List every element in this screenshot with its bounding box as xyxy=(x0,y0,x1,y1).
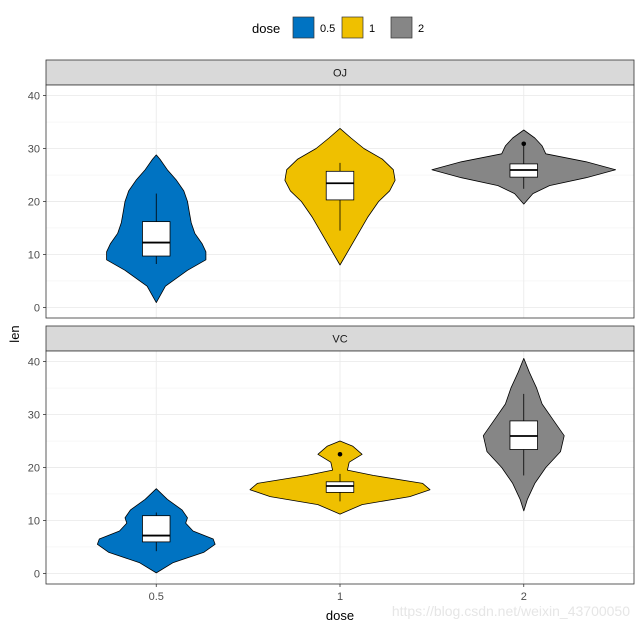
legend-title: dose xyxy=(252,21,280,36)
box-VC-0.5 xyxy=(142,515,171,543)
x-axis-title: dose xyxy=(326,608,354,623)
facet-label-VC: VC xyxy=(332,334,347,346)
y-tick-label: 20 xyxy=(28,463,40,475)
legend-label-2: 2 xyxy=(418,23,424,35)
box-VC-1 xyxy=(325,481,355,493)
watermark-text: https://blog.csdn.net/weixin_43700050 xyxy=(392,603,630,619)
outlier-point-VC-1 xyxy=(337,451,343,457)
y-tick-label: 40 xyxy=(28,91,40,103)
legend-key-0.5 xyxy=(292,16,315,39)
facet-label-OJ: OJ xyxy=(333,68,347,80)
legend-label-0.5: 0.5 xyxy=(320,23,335,35)
y-tick-label: 10 xyxy=(28,515,40,527)
x-tick-label: 1 xyxy=(337,591,343,603)
y-tick-label: 30 xyxy=(28,410,40,422)
y-tick-label: 10 xyxy=(28,249,40,261)
y-tick-label: 40 xyxy=(28,357,40,369)
box-OJ-0.5 xyxy=(142,221,171,257)
y-tick-label: 0 xyxy=(34,568,40,580)
legend-key-1 xyxy=(341,16,364,39)
legend-key-2 xyxy=(390,16,413,39)
facet-strip-OJ xyxy=(45,59,635,86)
y-tick-label: 30 xyxy=(28,144,40,156)
y-tick-label: 0 xyxy=(34,302,40,314)
outlier-point-OJ-2 xyxy=(521,141,527,147)
legend-label-1: 1 xyxy=(369,23,375,35)
box-OJ-1 xyxy=(325,170,355,201)
y-tick-label: 20 xyxy=(28,197,40,209)
facet-strip-VC xyxy=(45,325,635,352)
x-tick-label: 2 xyxy=(521,591,527,603)
y-axis-title: len xyxy=(7,325,22,342)
x-tick-label: 0.5 xyxy=(149,591,164,603)
